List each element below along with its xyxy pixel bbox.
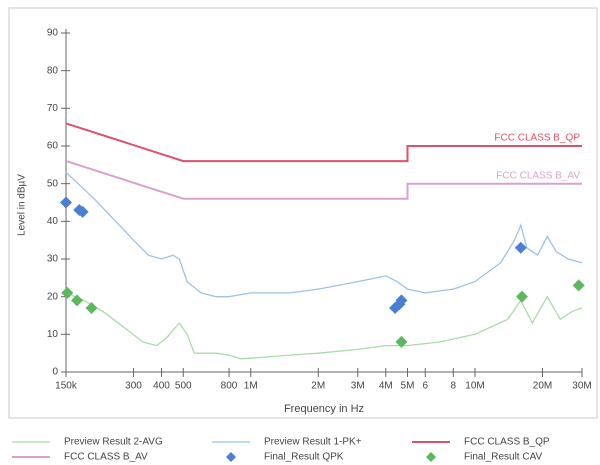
data-point xyxy=(572,279,585,292)
line-label: FCC CLASS B_QP xyxy=(494,133,580,144)
series-line xyxy=(65,160,582,200)
legend-swatch xyxy=(426,452,436,462)
y-tick-label: 0 xyxy=(52,367,58,378)
data-point xyxy=(76,205,89,218)
legend-label: Final_Result CAV xyxy=(464,452,543,463)
x-tick-label: 10M xyxy=(465,381,484,392)
x-tick-label: 1M xyxy=(244,381,258,392)
legend-label: Preview Result 1-PK+ xyxy=(264,437,362,448)
legend-swatch xyxy=(226,452,236,462)
x-tick-label: 4M xyxy=(379,381,393,392)
y-tick-label: 80 xyxy=(47,65,59,76)
y-tick-label: 30 xyxy=(47,254,59,265)
legend-label: FCC CLASS B_QP xyxy=(464,437,550,448)
series-line xyxy=(65,171,583,298)
legend-label: Final_Result QPK xyxy=(264,452,344,463)
series-line xyxy=(65,122,582,163)
x-tick-label: 3M xyxy=(351,381,365,392)
line-label: FCC CLASS B_AV xyxy=(496,170,580,181)
x-tick-label: 300 xyxy=(125,381,142,392)
data-point xyxy=(395,294,408,307)
data-point xyxy=(60,196,72,209)
chart-frame xyxy=(8,7,598,419)
y-tick-label: 70 xyxy=(47,103,59,114)
data-point xyxy=(85,301,98,314)
x-tick-label: 400 xyxy=(153,381,170,392)
data-point xyxy=(515,290,528,303)
y-tick-label: 60 xyxy=(47,141,59,152)
y-tick-label: 50 xyxy=(47,178,59,189)
x-tick-label: 800 xyxy=(221,381,238,392)
y-tick-label: 90 xyxy=(47,28,59,39)
x-tick-label: 20M xyxy=(533,381,552,392)
x-tick-label: 150k xyxy=(55,381,78,392)
x-tick-label: 2M xyxy=(311,381,325,392)
x-axis-title: Frequency in Hz xyxy=(284,403,364,415)
x-tick-label: 30M xyxy=(572,381,591,392)
x-tick-label: 5M xyxy=(401,381,415,392)
legend-label: Preview Result 2-AVG xyxy=(64,437,163,448)
x-tick-label: 6 xyxy=(422,381,428,392)
x-tick-label: 500 xyxy=(175,381,192,392)
y-tick-label: 40 xyxy=(47,216,59,227)
legend-label: FCC CLASS B_AV xyxy=(64,452,148,463)
data-point xyxy=(71,294,84,307)
data-point xyxy=(61,286,74,299)
x-tick-label: 8 xyxy=(450,381,456,392)
data-point xyxy=(395,335,408,348)
y-axis-title: Level in dBµV xyxy=(17,174,28,236)
data-point xyxy=(514,241,527,254)
y-tick-label: 20 xyxy=(47,291,59,302)
series-line xyxy=(65,292,583,360)
y-tick-label: 10 xyxy=(47,329,59,340)
